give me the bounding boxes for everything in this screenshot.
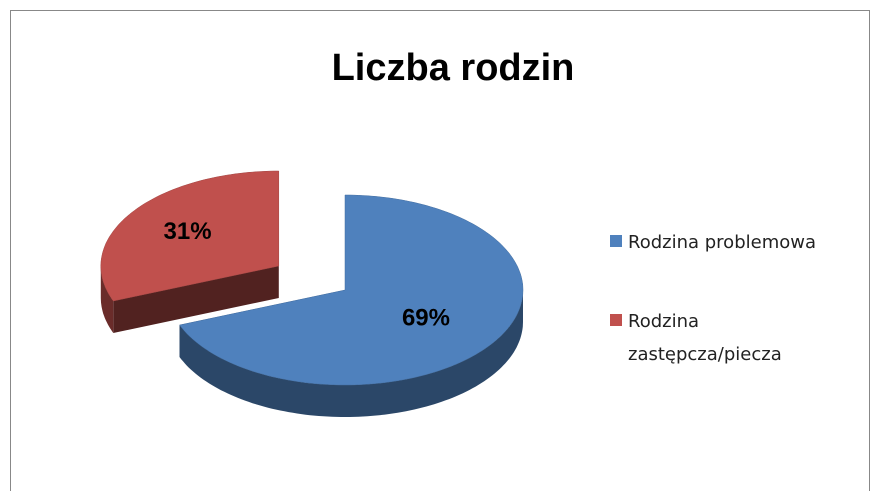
slice-side bbox=[113, 266, 279, 333]
legend-label: Rodzina zastępcza/piecza bbox=[628, 311, 782, 365]
slice bbox=[100, 170, 280, 302]
data-label: 31% bbox=[164, 218, 212, 245]
slice-side bbox=[179, 290, 523, 417]
slice bbox=[179, 194, 524, 386]
legend-swatch bbox=[610, 314, 622, 326]
legend-label: Rodzina problemowa bbox=[628, 232, 816, 253]
data-label: 69% bbox=[402, 305, 450, 332]
legend-swatch bbox=[610, 235, 622, 247]
slice-side bbox=[100, 266, 114, 333]
chart-title: Liczba rodzin bbox=[332, 47, 575, 89]
